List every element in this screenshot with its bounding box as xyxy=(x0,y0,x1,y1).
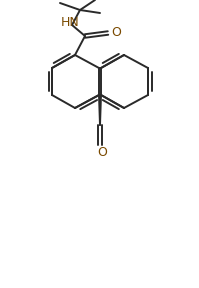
Text: O: O xyxy=(111,26,121,39)
Text: HN: HN xyxy=(61,16,79,29)
Text: O: O xyxy=(97,147,107,160)
